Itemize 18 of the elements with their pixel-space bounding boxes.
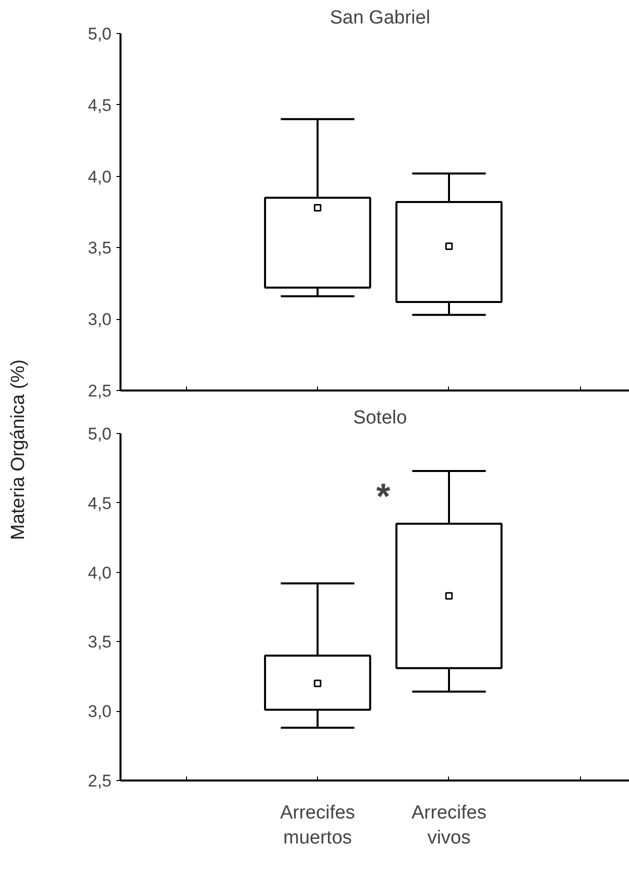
y-tick-label: 5,0 xyxy=(88,24,112,44)
x-tick-label: Arrecifes muertos xyxy=(280,802,356,849)
chart-title: San Gabriel xyxy=(330,8,430,28)
y-tick-label: 2,5 xyxy=(88,772,112,790)
y-tick-label: 3,0 xyxy=(88,702,112,722)
y-tick-label: 4,5 xyxy=(88,96,112,115)
y-tick-label: 4,0 xyxy=(88,563,112,582)
annotation: * xyxy=(376,475,390,516)
y-tick-label: 3,5 xyxy=(88,238,112,258)
y-tick-label: 2,5 xyxy=(88,382,112,400)
y-tick-label: 3,5 xyxy=(88,632,112,652)
y-tick-label: 5,0 xyxy=(88,424,112,444)
y-tick-label: 3,0 xyxy=(88,310,112,330)
x-tick-label: Arrecifes vivos xyxy=(412,802,486,849)
y-tick-label: 4,0 xyxy=(88,167,112,186)
y-axis-title: Materia Orgánica (%) xyxy=(7,358,30,542)
chart-title: Sotelo xyxy=(353,408,407,428)
y-tick-label: 4,5 xyxy=(88,494,112,513)
